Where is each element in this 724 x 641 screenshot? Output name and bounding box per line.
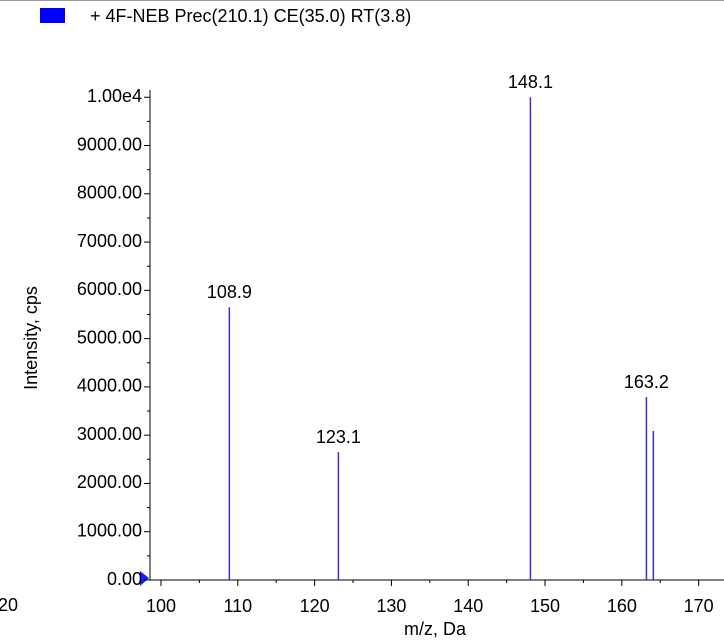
legend-label: + 4F-NEB Prec(210.1) CE(35.0) RT(3.8)	[90, 6, 411, 26]
legend-swatch	[40, 8, 65, 23]
peak-label: 108.9	[207, 282, 252, 302]
y-tick-label: 4000.00	[77, 376, 142, 396]
y-tick-label: 8000.00	[77, 183, 142, 203]
x-tick-label: 170	[684, 596, 714, 616]
x-tick-label: 140	[453, 596, 483, 616]
peak-label: 148.1	[508, 72, 553, 92]
x-tick-label: 160	[607, 596, 637, 616]
y-tick-label: 3000.00	[77, 424, 142, 444]
axis-marker	[140, 571, 149, 586]
peak-label: 123.1	[316, 427, 361, 447]
x-tick-label: 150	[530, 596, 560, 616]
y-tick-label: 7000.00	[77, 231, 142, 251]
x-tick-label: 130	[376, 596, 406, 616]
y-axis-label: Intensity, cps	[21, 286, 41, 390]
edge-tick-label: 20	[0, 595, 18, 615]
peak-label: 163.2	[624, 372, 669, 392]
x-tick-label: 100	[146, 596, 176, 616]
y-tick-label: 6000.00	[77, 279, 142, 299]
y-tick-label: 1.00e4	[87, 86, 142, 106]
y-tick-label: 1000.00	[77, 520, 142, 540]
x-tick-label: 110	[223, 596, 252, 616]
y-tick-label: 0.00	[107, 569, 142, 589]
x-axis-label: m/z, Da	[404, 619, 467, 639]
y-tick-label: 5000.00	[77, 327, 142, 347]
y-tick-label: 9000.00	[77, 134, 142, 154]
x-tick-label: 120	[300, 596, 330, 616]
y-tick-label: 2000.00	[77, 472, 142, 492]
